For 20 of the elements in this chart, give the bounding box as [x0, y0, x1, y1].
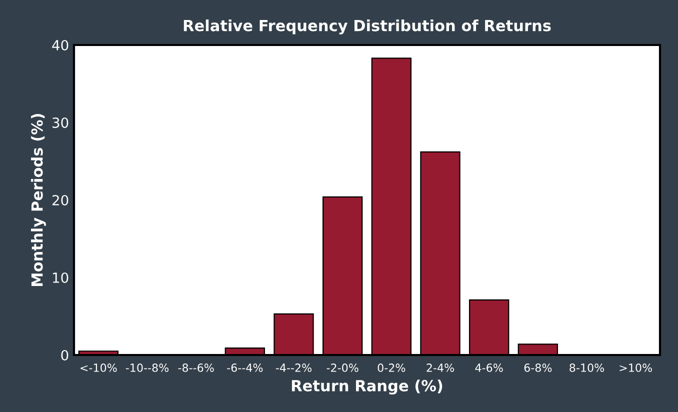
x-tick-label: -10--8%: [126, 364, 169, 372]
x-tick-label: -4--2%: [276, 364, 312, 372]
x-tick-label: 2-4%: [426, 364, 454, 372]
y-tick-label: 20: [52, 194, 68, 206]
y-tick-label: 10: [52, 272, 68, 283]
x-tick-label: -6--4%: [227, 364, 263, 372]
chart-title: Relative Frequency Distribution of Returns: [184, 20, 551, 34]
x-axis-title: Return Range (%): [292, 380, 442, 395]
y-tick-label: 40: [52, 40, 68, 50]
x-tick-label: 0-2%: [378, 364, 406, 372]
x-tick-label: -8--6%: [178, 364, 214, 372]
y-axis-title: Monthly Periods (%): [31, 114, 46, 286]
x-tick-label: >10%: [620, 364, 652, 372]
x-tick-label: 6-8%: [524, 364, 552, 372]
x-tick-label: 8-10%: [570, 364, 604, 372]
x-tick-label: <-10%: [80, 364, 117, 372]
y-tick-label: 0: [61, 350, 68, 360]
x-tick-label: 4-6%: [475, 364, 503, 372]
y-tick-label: 30: [52, 117, 68, 128]
x-tick-label: -2-0%: [326, 364, 358, 372]
